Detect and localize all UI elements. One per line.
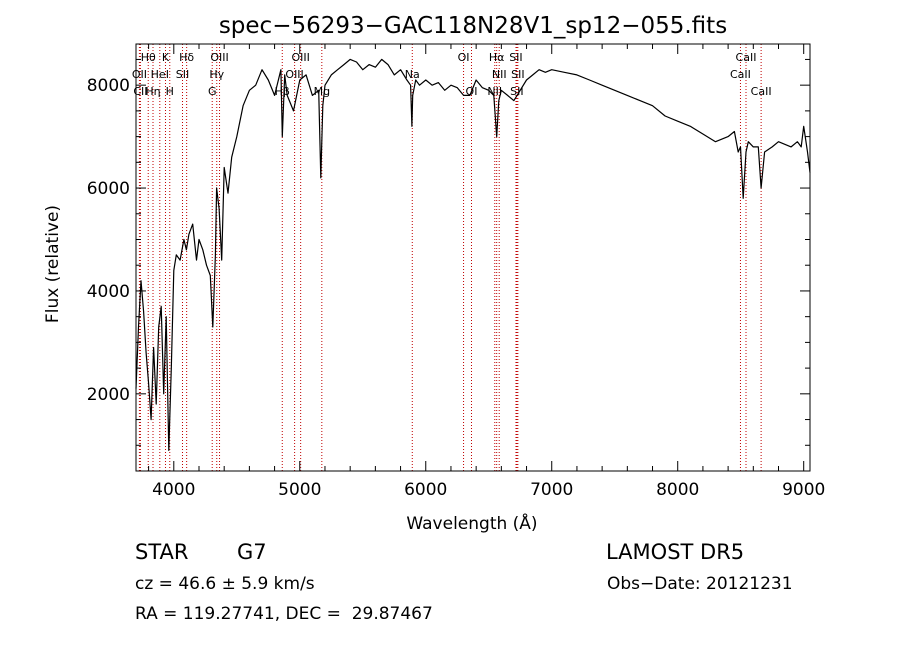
line-label: Hη: [145, 85, 160, 98]
line-label: OIII: [210, 51, 228, 64]
line-label: Hθ: [141, 51, 156, 64]
object-class: STAR: [135, 540, 189, 564]
line-label: OI: [458, 51, 470, 64]
observation-date: Obs−Date: 20121231: [607, 574, 793, 594]
line-label: OIII: [285, 68, 303, 81]
line-label: SII: [176, 68, 189, 81]
object-subclass: G7: [237, 540, 267, 564]
x-tick-label: 6000: [404, 480, 447, 500]
line-label: CaII: [736, 51, 757, 64]
chart-title: spec−56293−GAC118N28V1_sp12−055.fits: [219, 13, 727, 39]
survey-name: LAMOST DR5: [606, 540, 745, 564]
y-tick-label: 8000: [87, 76, 130, 96]
y-axis-ticks: 2000 4000 6000 8000: [87, 58, 810, 472]
spectral-line-markers: [138, 44, 762, 471]
line-label: CaII: [730, 68, 751, 81]
line-label: SII: [509, 51, 522, 64]
y-tick-label: 4000: [87, 282, 130, 302]
line-label: OI: [466, 85, 478, 98]
x-tick-label: 9000: [782, 480, 825, 500]
line-label: OIII: [291, 51, 309, 64]
line-label: Hα: [489, 51, 505, 64]
line-label: Hγ: [209, 68, 224, 81]
line-label: K: [162, 51, 170, 64]
line-label: CaII: [751, 85, 772, 98]
spectrum-series: [135, 58, 811, 451]
line-label: OII: [132, 68, 147, 81]
line-label: HeI: [151, 68, 169, 81]
y-tick-label: 2000: [87, 385, 130, 405]
line-label: G: [208, 85, 217, 98]
x-tick-label: 4000: [152, 480, 195, 500]
redshift-velocity: cz = 46.6 ± 5.9 km/s: [135, 574, 315, 594]
line-label: Na: [405, 68, 420, 81]
line-label: CII: [133, 85, 147, 98]
x-axis-ticks: 4000 5000 6000 7000 8000 9000: [148, 44, 825, 500]
line-label: SII: [510, 85, 523, 98]
y-tick-label: 6000: [87, 179, 130, 199]
line-label: Hβ: [275, 85, 290, 98]
x-tick-label: 8000: [656, 480, 699, 500]
line-label: NII: [492, 68, 507, 81]
line-label: SII: [511, 68, 524, 81]
x-axis-label: Wavelength (Å): [406, 512, 537, 534]
spectrum-chart: spec−56293−GAC118N28V1_sp12−055.fits Wav…: [43, 13, 825, 534]
line-label: Mg: [314, 85, 330, 98]
coordinates: RA = 119.27741, DEC = 29.87467: [135, 604, 433, 624]
x-tick-label: 7000: [530, 480, 573, 500]
y-axis-label: Flux (relative): [43, 205, 63, 323]
line-label: NII: [487, 85, 502, 98]
plot-frame: [135, 43, 811, 472]
line-label: Hδ: [179, 51, 194, 64]
spectrum-line: [135, 58, 811, 451]
line-label: H: [166, 85, 174, 98]
x-tick-label: 5000: [278, 480, 321, 500]
